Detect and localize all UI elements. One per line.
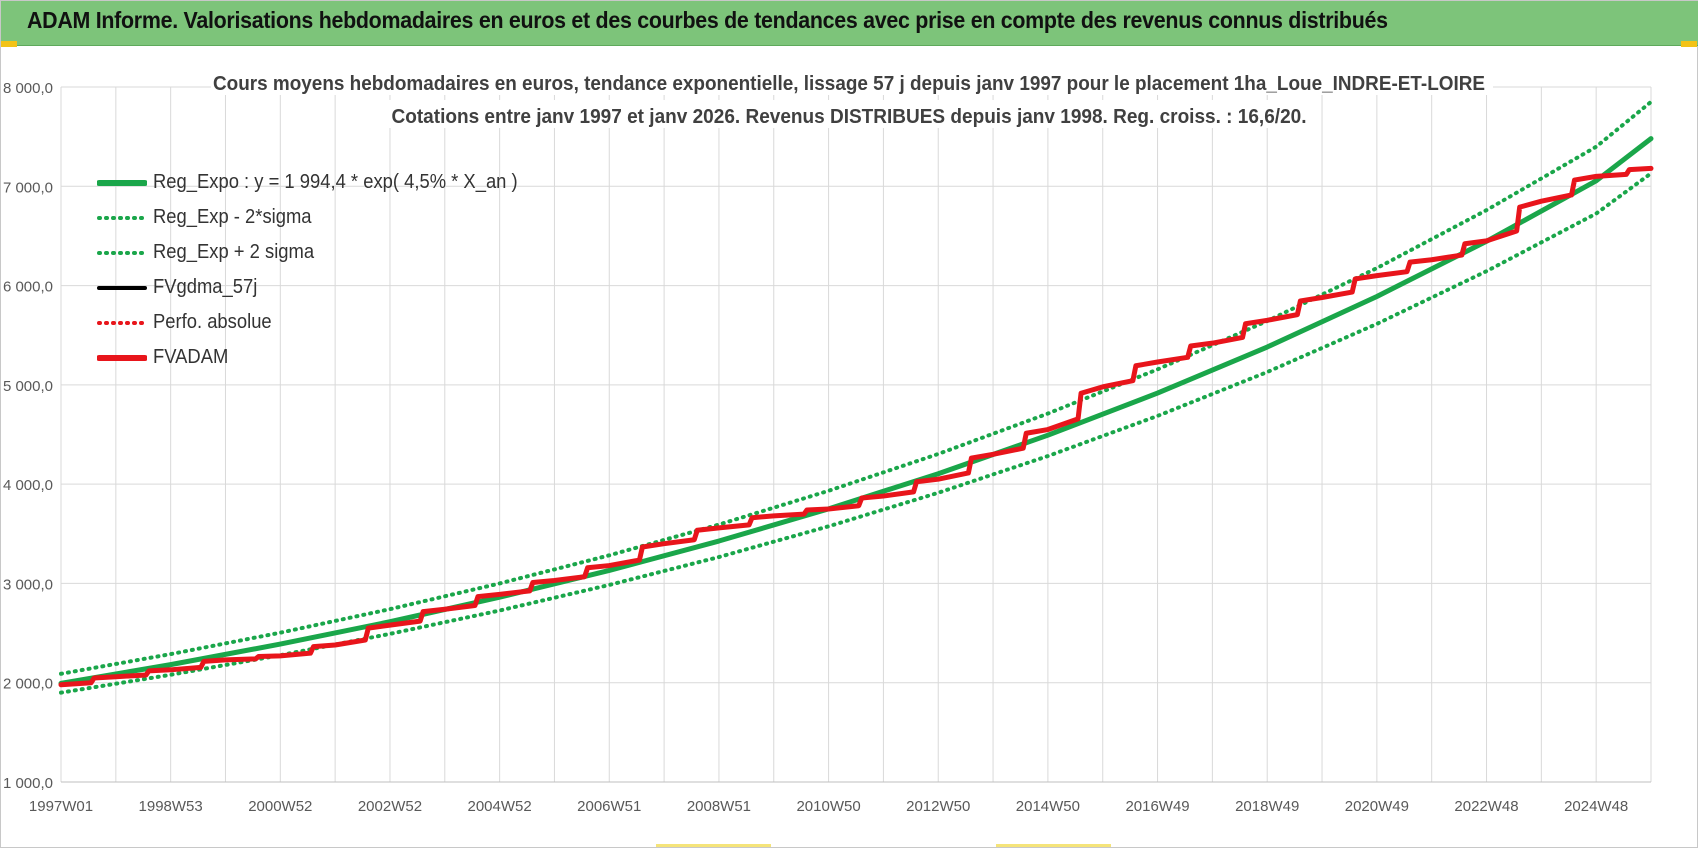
x-tick-label: 1998W53	[139, 798, 203, 815]
y-tick-label: 1 000,0	[3, 775, 53, 792]
x-tick-label: 2006W51	[577, 798, 641, 815]
chart-title: Cours moyens hebdomadaires en euros, ten…	[213, 73, 1485, 95]
series-line	[59, 99, 1653, 676]
x-tick-label: 2016W49	[1125, 798, 1189, 815]
page-title: ADAM Informe. Valorisations hebdomadaire…	[27, 7, 1388, 33]
legend-label: Reg_Exp - 2*sigma	[153, 206, 312, 228]
legend-swatch	[97, 354, 147, 361]
subtitle-background	[386, 100, 1316, 128]
x-tick-label: 2002W52	[358, 798, 422, 815]
y-tick-label: 6 000,0	[3, 279, 53, 296]
x-tick-label: 2024W48	[1564, 798, 1628, 815]
legend-item: FVgdma_57j	[97, 270, 549, 305]
title-background	[211, 67, 1493, 95]
y-tick-label: 2 000,0	[3, 676, 53, 693]
legend-swatch	[97, 215, 147, 220]
legend-item: FVADAM	[97, 340, 549, 375]
y-tick-label: 3 000,0	[3, 576, 53, 593]
legend-item: Perfo. absolue	[97, 305, 549, 340]
legend-label: FVADAM	[153, 346, 229, 368]
x-tick-label: 2008W51	[687, 798, 751, 815]
header-bar: ADAM Informe. Valorisations hebdomadaire…	[1, 1, 1698, 46]
legend-swatch	[97, 250, 147, 255]
x-tick-label: 2010W50	[796, 798, 860, 815]
series-line	[58, 165, 1654, 688]
y-tick-label: 5 000,0	[3, 378, 53, 395]
y-tick-label: 7 000,0	[3, 179, 53, 196]
x-tick-label: 2000W52	[248, 798, 312, 815]
line-chart: 1 000,0 2 000,0 3 000,0 4 000,0 5 000,0 6 000…	[3, 67, 1654, 815]
x-tick-label: 2020W49	[1345, 798, 1409, 815]
x-tick-label: 2014W50	[1016, 798, 1080, 815]
legend-label: Reg_Exp + 2 sigma	[153, 241, 315, 263]
x-tick-label: 2018W49	[1235, 798, 1299, 815]
legend-item: Reg_Exp - 2*sigma	[97, 200, 549, 235]
corner-marker-left	[1, 41, 17, 47]
bottom-tab-marker	[996, 844, 1111, 847]
legend-label: FVgdma_57j	[153, 276, 258, 298]
y-tick-label: 4 000,0	[3, 477, 53, 494]
axis-layer: 1 000,0 2 000,0 3 000,0 4 000,0 5 000,0 6 000…	[3, 80, 1651, 815]
x-tick-label: 2022W48	[1454, 798, 1518, 815]
series-layer	[58, 99, 1654, 695]
corner-marker-right	[1681, 41, 1697, 47]
x-tick-label: 2012W50	[906, 798, 970, 815]
legend-label: Perfo. absolue	[153, 311, 272, 333]
chart-legend: Reg_Expo : y = 1 994,4 * exp( 4,5% * X_a…	[97, 165, 549, 375]
legend-item: Reg_Expo : y = 1 994,4 * exp( 4,5% * X_a…	[97, 165, 549, 200]
bottom-tab-marker	[656, 844, 771, 847]
chart-subtitle: Cotations entre janv 1997 et janv 2026. …	[392, 106, 1307, 128]
legend-swatch	[97, 285, 147, 290]
legend-item: Reg_Exp + 2 sigma	[97, 235, 549, 270]
legend-swatch	[97, 320, 147, 325]
legend-label: Reg_Expo : y = 1 994,4 * exp( 4,5% * X_a…	[153, 171, 518, 193]
x-tick-label: 2004W52	[468, 798, 532, 815]
series-line	[58, 136, 1654, 686]
y-tick-label: 8 000,0	[3, 80, 53, 97]
legend-swatch	[97, 179, 147, 186]
x-tick-label: 1997W01	[29, 798, 93, 815]
